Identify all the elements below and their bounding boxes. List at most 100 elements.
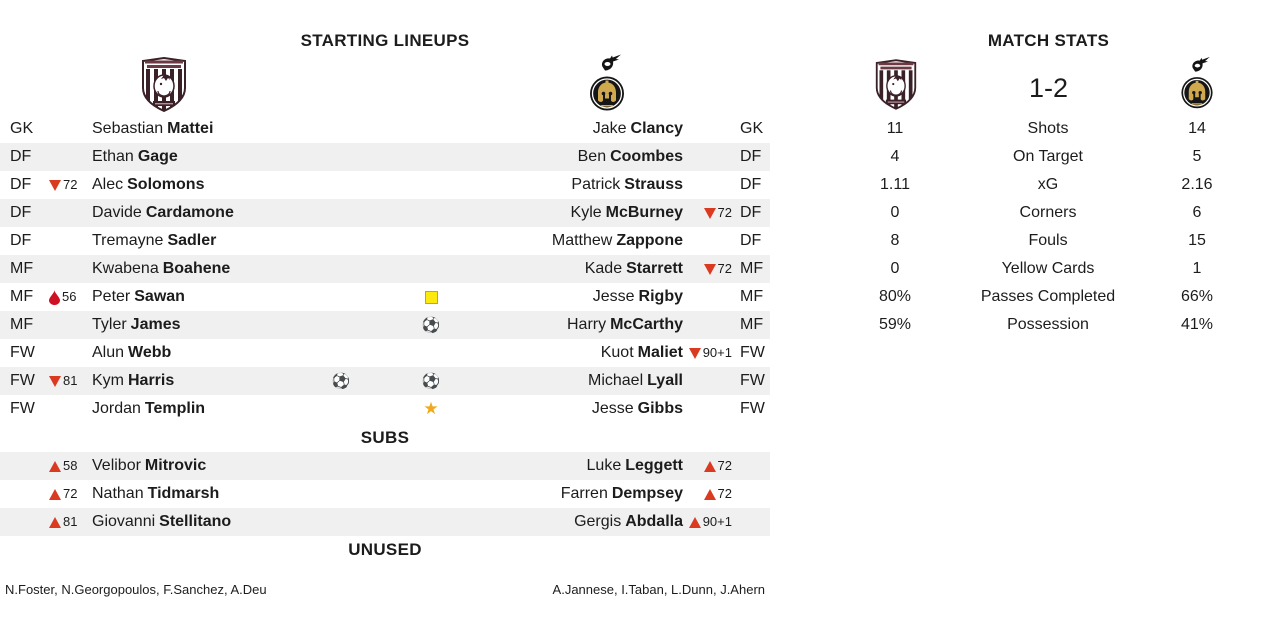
player-name-home: Tremayne Sadler: [92, 227, 216, 255]
event-icons-away: ★: [415, 395, 447, 423]
event-icons-home: [325, 255, 357, 283]
position-label-away: MF: [740, 260, 764, 277]
match-stats-panel: MATCH STATS 1-2: [830, 0, 1267, 621]
stat-away-value: 6: [1192, 204, 1202, 221]
sub-on-icon: [703, 460, 716, 472]
unused-players-home: N.Foster, N.Georgopoulos, F.Sanchez, A.D…: [5, 582, 267, 597]
position-label-away: DF: [740, 176, 762, 193]
stat-away-value: 66%: [1180, 288, 1214, 305]
stat-away-value: 2.16: [1181, 176, 1213, 193]
goal-icon: ⚽: [421, 315, 441, 334]
unused-players-away: A.Jannese, I.Taban, L.Dunn, J.Ahern: [552, 582, 765, 597]
unused-title: UNUSED: [348, 540, 422, 559]
sub-on-indicator: 58: [49, 452, 77, 480]
player-first-name: Kade: [584, 260, 623, 277]
player-name-away: Jesse Gibbs: [380, 395, 683, 423]
player-last-name: Cardamone: [145, 204, 234, 221]
player-last-name: Mitrovic: [144, 457, 207, 474]
home-team-crest: [140, 57, 188, 112]
stat-row: 0 Corners 6: [830, 199, 1267, 227]
position-label-away: DF: [740, 204, 762, 221]
player-name-away: Kyle McBurney: [380, 199, 683, 227]
lineup-row: MF 56 Peter Sawan Jesse Rigby MF: [0, 283, 770, 311]
player-last-name: Coombes: [610, 148, 683, 165]
player-last-name: Solomons: [127, 176, 205, 193]
sub-minute: 72: [63, 177, 78, 192]
position-label-home: MF: [10, 316, 34, 333]
player-first-name: Tremayne: [92, 232, 164, 249]
player-first-name: Kuot: [600, 344, 634, 361]
sub-off-icon: [688, 347, 701, 359]
goal-icon: ⚽: [421, 371, 441, 390]
player-first-name: Harry: [566, 316, 607, 333]
sub-off-icon: [49, 179, 61, 191]
player-first-name: Peter: [92, 288, 131, 305]
sub-on-indicator: 72: [640, 452, 732, 480]
away-team-crest: [583, 54, 631, 113]
sub-off-indicator: 72: [49, 171, 77, 199]
stat-label: Corners: [1019, 204, 1077, 221]
event-icons-home: [325, 199, 357, 227]
home-team-crest: [874, 59, 918, 110]
stat-home-value: 0: [890, 260, 900, 277]
lineup-row: FW 81 Kym Harris ⚽ ⚽ Michael Lyall FW: [0, 367, 770, 395]
player-name-away: Harry McCarthy: [380, 311, 683, 339]
player-first-name: Jesse: [591, 400, 634, 417]
injury-indicator: 56: [49, 283, 76, 311]
player-name-home: Jordan Templin: [92, 395, 205, 423]
sub-minute: 81: [63, 373, 78, 388]
sub-minute: 72: [63, 486, 78, 501]
sub-on-indicator: 90+1: [640, 508, 732, 536]
player-last-name: Abdalla: [625, 513, 683, 530]
position-label-home: DF: [10, 204, 32, 221]
player-first-name: Luke: [586, 457, 622, 474]
stat-home-value: 8: [890, 232, 900, 249]
sub-minute: 72: [717, 458, 732, 473]
player-last-name: Leggett: [625, 457, 683, 474]
player-name-home: Ethan Gage: [92, 143, 178, 171]
position-label-away: DF: [740, 232, 762, 249]
player-name-away: Kade Starrett: [380, 255, 683, 283]
player-last-name: Templin: [144, 400, 206, 417]
lineup-row: GK Sebastian Mattei Jake Clancy GK: [0, 115, 770, 143]
lineups-panel: STARTING LINEUPS: [0, 31, 770, 597]
sub-minute: 81: [63, 514, 78, 529]
player-last-name: Gage: [137, 148, 178, 165]
player-name-away: Jake Clancy: [380, 115, 683, 143]
stat-row: 0 Yellow Cards 1: [830, 255, 1267, 283]
lineup-row: MF Tyler James ⚽ Harry McCarthy MF: [0, 311, 770, 339]
player-last-name: Gibbs: [637, 400, 683, 417]
player-last-name: Zappone: [616, 232, 683, 249]
lineups-title: STARTING LINEUPS: [300, 31, 470, 50]
event-icons-home: [325, 283, 357, 311]
stat-label: Shots: [1027, 120, 1069, 137]
sub-on-icon: [49, 488, 61, 500]
sub-on-icon: [688, 516, 701, 528]
player-last-name: James: [130, 316, 181, 333]
stat-away-value: 1: [1192, 260, 1202, 277]
player-name-home: Kym Harris: [92, 367, 174, 395]
player-name-away: Luke Leggett: [380, 452, 683, 480]
player-last-name: Sadler: [167, 232, 217, 249]
player-first-name: Jordan: [92, 400, 141, 417]
sub-minute: 90+1: [702, 345, 732, 360]
lineup-row: FW Alun Webb Kuot Maliet 90+1 FW: [0, 339, 770, 367]
sub-minute: 58: [63, 458, 78, 473]
player-first-name: Kym: [92, 372, 124, 389]
stat-label: On Target: [1013, 148, 1083, 165]
player-first-name: Alec: [92, 176, 124, 193]
event-icons-away: ⚽: [415, 367, 447, 395]
position-label-home: MF: [10, 288, 34, 305]
player-last-name: Mattei: [167, 120, 214, 137]
event-icons-home: [325, 115, 357, 143]
score: 1-2: [1028, 73, 1069, 103]
sub-on-icon: [49, 516, 61, 528]
stat-label: Possession: [1007, 316, 1089, 333]
stat-home-value: 0: [890, 204, 900, 221]
player-name-away: Kuot Maliet: [380, 339, 683, 367]
stat-away-value: 14: [1188, 120, 1206, 137]
event-icons-home: [325, 339, 357, 367]
stat-home-value: 80%: [878, 288, 912, 305]
sub-on-indicator: 72: [49, 480, 77, 508]
